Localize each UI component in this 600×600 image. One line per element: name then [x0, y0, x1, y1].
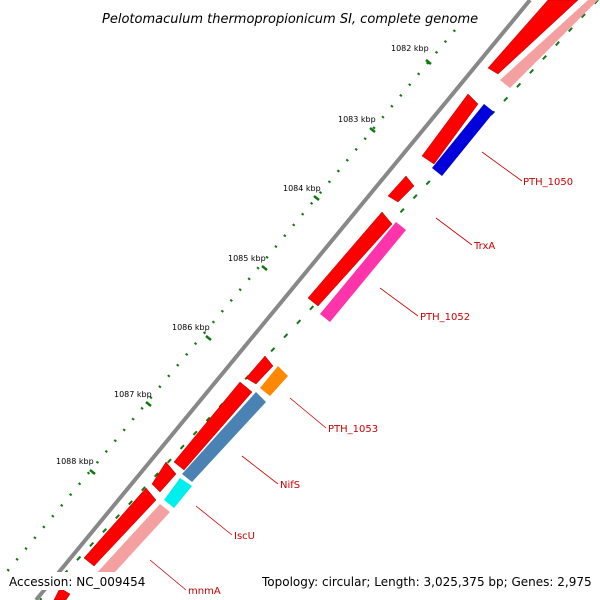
scale-tick-label-1082: 1082 kbp	[391, 44, 429, 53]
scale-major-tick	[205, 335, 212, 341]
label-connector-nifs	[241, 455, 279, 485]
scale-major-tick	[425, 59, 432, 65]
gene-forward-6[interactable]	[173, 381, 253, 471]
label-connector-iscu	[195, 505, 233, 536]
footer-accession: Accession: NC_009454	[9, 575, 145, 589]
footer-topology-bg	[258, 572, 596, 590]
gene-reverse-faded-bottom[interactable]	[94, 504, 170, 584]
gene-label-nifs[interactable]: NifS	[280, 480, 300, 491]
gene-reverse-steelblue[interactable]	[182, 392, 266, 482]
scale-dotted-track	[0, 29, 456, 581]
scale-tick-label-1087: 1087 kbp	[114, 390, 152, 399]
gene-label-pth1053[interactable]: PTH_1053	[328, 424, 378, 435]
gene-forward-5[interactable]	[245, 355, 274, 385]
label-connector-pth1053	[289, 397, 327, 429]
gene-label-iscu[interactable]: IscU	[234, 531, 255, 542]
label-connector-trxa	[435, 217, 473, 246]
gene-reverse-magenta[interactable]	[320, 222, 406, 322]
scale-tick-label-1084: 1084 kbp	[283, 184, 321, 193]
gene-forward-1[interactable]	[487, 0, 579, 75]
scale-major-tick	[369, 127, 376, 133]
gene-label-pth1052[interactable]: PTH_1052	[420, 312, 470, 323]
gene-forward-4[interactable]	[307, 211, 393, 307]
scale-major-tick	[145, 401, 152, 407]
gene-forward-3[interactable]	[387, 175, 415, 203]
scale-tick-label-1088: 1088 kbp	[56, 457, 94, 466]
scale-major-tick	[89, 469, 96, 475]
gene-reverse-faded-top[interactable]	[500, 0, 598, 88]
gene-forward-2[interactable]	[421, 93, 479, 165]
footer-accession-bg	[6, 572, 146, 590]
label-connector-pth1050	[481, 151, 523, 182]
gene-label-trxa[interactable]: TrxA	[473, 241, 495, 252]
genome-backbone	[34, 0, 532, 600]
label-connector-mnma	[149, 559, 187, 591]
gene-label-pth1050[interactable]: PTH_1050	[523, 177, 573, 188]
scale-tick-label-1083: 1083 kbp	[338, 115, 376, 124]
gene-reverse-cyan[interactable]	[164, 478, 192, 508]
scale-tick-label-1085: 1085 kbp	[228, 254, 266, 263]
label-connector-pth1052	[379, 287, 419, 317]
footer-topology: Topology: circular; Length: 3,025,375 bp…	[261, 575, 592, 589]
gene-label-mnma[interactable]: mnmA	[188, 586, 221, 597]
gene-forward-9[interactable]	[53, 587, 71, 600]
map-title: Pelotomaculum thermopropionicum SI, comp…	[102, 12, 478, 27]
gene-reverse-orange[interactable]	[260, 366, 288, 396]
gene-forward-8[interactable]	[83, 487, 157, 567]
inner-tick-track	[39, 0, 599, 600]
gene-forward-7[interactable]	[151, 461, 177, 493]
scale-tick-label-1086: 1086 kbp	[172, 323, 210, 332]
gene-reverse-blue[interactable]	[432, 104, 494, 176]
scale-major-tick	[313, 195, 320, 201]
scale-major-tick	[261, 265, 268, 271]
